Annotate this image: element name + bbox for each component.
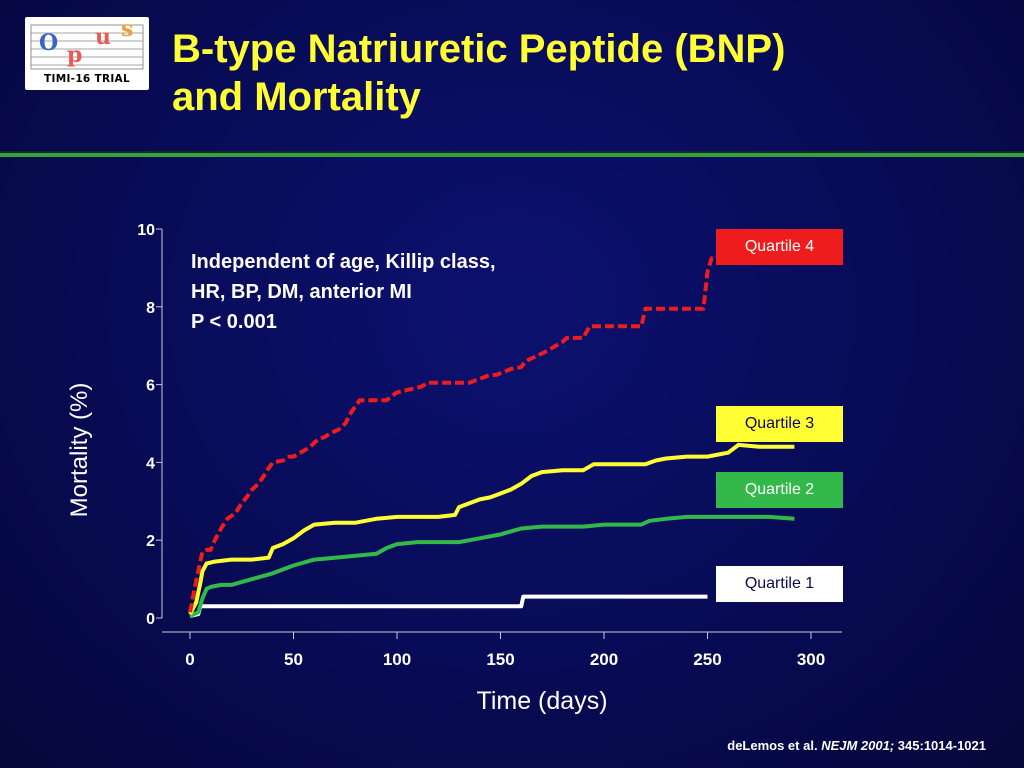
citation-journal: NEJM 2001; xyxy=(821,738,895,753)
x-tick-label: 150 xyxy=(486,650,514,669)
y-tick-label: 10 xyxy=(137,222,155,239)
x-tick-label: 250 xyxy=(693,650,721,669)
title-rule xyxy=(0,153,1024,157)
title-line-2: and Mortality xyxy=(172,75,421,119)
chart-series xyxy=(188,252,807,619)
adjustment-note-line-2: HR, BP, DM, anterior MI xyxy=(191,281,412,303)
logo-letter-u: u xyxy=(95,24,111,50)
x-tick-label: 0 xyxy=(185,650,194,669)
logo-letter-p: p xyxy=(67,42,82,68)
opus-logo: O p u s TIMI-16 TRIAL xyxy=(25,17,149,90)
legend-quartile-1: Quartile 1 xyxy=(716,566,843,602)
legend-quartile-3: Quartile 3 xyxy=(716,406,843,442)
series-line-quartile-1 xyxy=(189,594,708,619)
series-line-quartile-3 xyxy=(188,442,795,616)
opus-logo-graphic: O p u s xyxy=(30,17,144,70)
series-line-quartile-4 xyxy=(188,252,807,613)
citation: deLemos et al. NEJM 2001; 345:1014-1021 xyxy=(727,738,986,753)
adjustment-note-line-1: Independent of age, Killip class, xyxy=(191,251,496,273)
logo-letter-o: O xyxy=(39,30,58,56)
y-axis-label: Mortality (%) xyxy=(66,382,93,518)
x-tick-label: 50 xyxy=(284,650,303,669)
logo-letter-s: s xyxy=(121,17,133,42)
x-tick-label: 300 xyxy=(797,650,825,669)
p-value-note: P < 0.001 xyxy=(191,311,277,333)
series-line-quartile-2 xyxy=(189,514,795,618)
x-tick-label: 100 xyxy=(383,650,411,669)
y-tick-label: 0 xyxy=(146,611,155,628)
logo-label: TIMI-16 TRIAL xyxy=(44,73,130,85)
citation-authors: deLemos et al. xyxy=(727,738,818,753)
title-line-1: B-type Natriuretic Peptide (BNP) xyxy=(172,27,786,71)
legend-quartile-2: Quartile 2 xyxy=(716,472,843,508)
y-tick-label: 8 xyxy=(146,300,155,317)
citation-ref: 345:1014-1021 xyxy=(897,738,986,753)
slide-title: B-type Natriuretic Peptide (BNP) and Mor… xyxy=(172,25,992,121)
adjustment-note: Independent of age, Killip class, HR, BP… xyxy=(191,247,496,337)
y-tick-label: 2 xyxy=(146,533,155,550)
title-rule-shadow xyxy=(0,151,1024,153)
y-tick-label: 6 xyxy=(146,378,155,395)
x-tick-label: 200 xyxy=(590,650,618,669)
x-axis-label: Time (days) xyxy=(476,687,608,715)
y-tick-label: 4 xyxy=(146,455,155,472)
legend-quartile-4: Quartile 4 xyxy=(716,229,843,265)
